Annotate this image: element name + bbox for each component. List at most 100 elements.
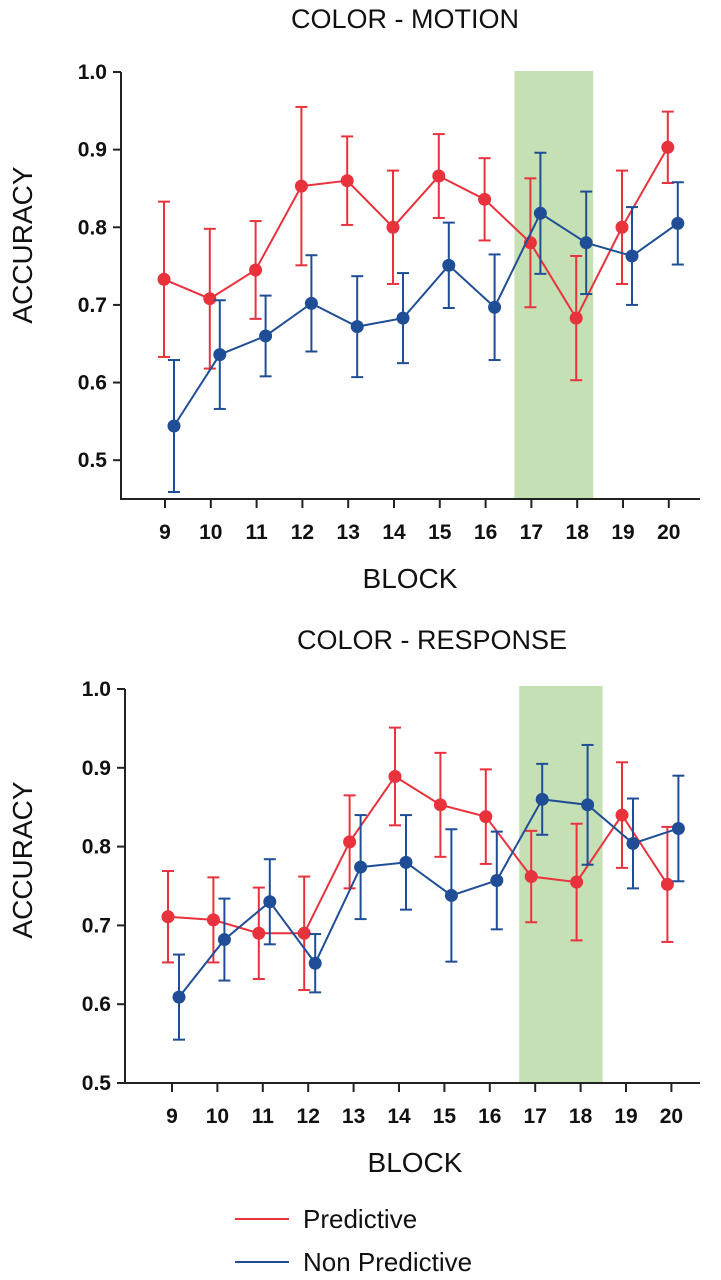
data-point bbox=[217, 933, 231, 947]
data-point bbox=[444, 888, 458, 902]
data-point bbox=[172, 990, 186, 1004]
data-point bbox=[206, 913, 220, 927]
data-point bbox=[350, 320, 364, 334]
y-tick-label: 0.5 bbox=[82, 1072, 112, 1095]
x-tick-label: 19 bbox=[611, 521, 634, 544]
series-non-predictive bbox=[172, 743, 685, 1041]
x-tick-label: 10 bbox=[199, 521, 222, 544]
data-point bbox=[167, 419, 181, 433]
x-tick-label: 20 bbox=[660, 1105, 683, 1128]
data-point bbox=[433, 798, 447, 812]
y-tick-label: 0.6 bbox=[78, 372, 107, 395]
y-tick-label: 0.9 bbox=[78, 139, 107, 162]
y-ticks: 0.5 0.6 0.7 0.8 0.9 1.0 bbox=[78, 61, 121, 472]
y-tick-label: 0.9 bbox=[82, 757, 111, 780]
data-point bbox=[535, 792, 549, 806]
data-point bbox=[354, 860, 368, 874]
y-tick-label: 0.6 bbox=[82, 993, 111, 1016]
highlight-band bbox=[514, 71, 594, 499]
data-point bbox=[396, 311, 410, 325]
x-axis-label: BLOCK bbox=[368, 1147, 463, 1178]
data-point bbox=[203, 292, 217, 306]
data-point bbox=[671, 216, 685, 230]
data-point bbox=[478, 192, 492, 206]
x-tick-label: 19 bbox=[614, 1105, 637, 1128]
y-tick-label: 0.5 bbox=[78, 449, 108, 472]
data-point bbox=[615, 220, 629, 234]
data-point bbox=[294, 179, 308, 193]
data-point bbox=[570, 875, 584, 889]
data-point bbox=[213, 348, 227, 362]
data-point bbox=[615, 808, 629, 822]
x-tick-label: 20 bbox=[657, 521, 680, 544]
legend-label-predictive: Predictive bbox=[303, 1204, 417, 1234]
legend: Predictive Non Predictive bbox=[235, 1204, 472, 1277]
data-point bbox=[524, 870, 538, 884]
data-point bbox=[442, 258, 456, 272]
x-tick-label: 14 bbox=[387, 1105, 411, 1128]
data-point bbox=[533, 206, 547, 220]
x-tick-label: 13 bbox=[342, 1105, 365, 1128]
y-tick-label: 0.7 bbox=[78, 294, 107, 317]
y-tick-label: 1.0 bbox=[78, 61, 107, 84]
data-point bbox=[161, 910, 175, 924]
series-predictive bbox=[161, 726, 674, 992]
series-layer bbox=[157, 105, 685, 494]
x-tick-label: 18 bbox=[566, 521, 590, 544]
data-point bbox=[388, 769, 402, 783]
y-tick-label: 0.8 bbox=[78, 216, 108, 239]
series-line bbox=[163, 146, 669, 321]
data-point bbox=[340, 174, 354, 188]
data-point bbox=[660, 877, 674, 891]
series-layer bbox=[161, 726, 685, 1041]
data-point bbox=[625, 249, 639, 263]
data-point bbox=[479, 810, 493, 824]
x-tick-label: 11 bbox=[252, 1105, 275, 1128]
y-tick-label: 0.8 bbox=[82, 836, 112, 859]
data-point bbox=[581, 798, 595, 812]
y-ticks: 0.5 0.6 0.7 0.8 0.9 1.0 bbox=[82, 678, 125, 1095]
data-point bbox=[308, 956, 322, 970]
data-point bbox=[399, 855, 413, 869]
data-point bbox=[249, 263, 263, 277]
series-predictive bbox=[157, 105, 675, 382]
data-point bbox=[263, 895, 277, 909]
series-line bbox=[178, 798, 679, 998]
x-tick-label: 16 bbox=[478, 1105, 501, 1128]
x-tick-label: 15 bbox=[433, 1105, 457, 1128]
legend-label-non-predictive: Non Predictive bbox=[303, 1247, 472, 1277]
data-point bbox=[343, 835, 357, 849]
x-tick-label: 17 bbox=[524, 1105, 547, 1128]
highlight-band bbox=[519, 686, 603, 1083]
data-point bbox=[304, 296, 318, 310]
data-point bbox=[626, 836, 640, 850]
x-tick-label: 9 bbox=[166, 1105, 178, 1128]
x-tick-label: 11 bbox=[245, 521, 268, 544]
data-point bbox=[432, 169, 446, 183]
x-tick-label: 10 bbox=[206, 1105, 229, 1128]
x-ticks: 9 10 11 12 13 14 15 16 17 18 19 20 bbox=[166, 1083, 683, 1128]
x-tick-label: 15 bbox=[428, 521, 452, 544]
data-point bbox=[488, 300, 502, 314]
x-tick-label: 17 bbox=[520, 521, 543, 544]
x-tick-label: 9 bbox=[159, 521, 171, 544]
x-tick-label: 16 bbox=[474, 521, 497, 544]
y-axis-label: ACCURACY bbox=[7, 166, 38, 323]
x-tick-label: 14 bbox=[382, 521, 406, 544]
y-tick-label: 1.0 bbox=[82, 678, 111, 701]
series-non-predictive bbox=[167, 151, 685, 494]
data-point bbox=[157, 272, 171, 286]
x-ticks: 9 10 11 12 13 14 15 16 17 18 19 20 bbox=[159, 499, 680, 544]
x-axis-label: BLOCK bbox=[363, 563, 458, 594]
chart-title: COLOR - RESPONSE bbox=[297, 625, 567, 655]
data-point bbox=[297, 926, 311, 940]
data-point bbox=[490, 873, 504, 887]
y-tick-label: 0.7 bbox=[82, 914, 111, 937]
y-axis-label: ACCURACY bbox=[7, 781, 38, 938]
data-point bbox=[252, 926, 266, 940]
x-tick-label: 12 bbox=[297, 1105, 320, 1128]
series-line bbox=[173, 211, 679, 427]
chart-color-motion: COLOR - MOTION 0.5 0.6 0.7 0.8 0.9 1.0 9 10 11 1… bbox=[7, 4, 700, 594]
data-point bbox=[579, 236, 593, 250]
series-line bbox=[167, 775, 669, 935]
